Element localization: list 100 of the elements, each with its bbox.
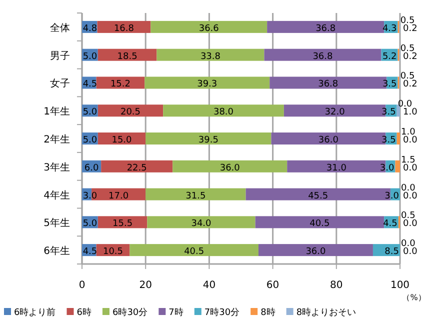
bar <box>130 244 258 256</box>
bar <box>264 48 382 61</box>
bar <box>395 160 400 172</box>
data-label: 36.8 <box>316 24 336 34</box>
bar <box>258 244 373 256</box>
text: （%） <box>402 293 426 302</box>
bar <box>267 20 384 33</box>
data-label: 36.8 <box>312 52 334 62</box>
data-label: 5.2 <box>382 52 397 62</box>
data-label: 0.2 <box>403 80 418 90</box>
data-label: 10.5 <box>102 247 124 258</box>
bar <box>156 48 264 61</box>
bar <box>96 76 145 89</box>
data-label: 4.5 <box>82 80 98 90</box>
bar <box>144 76 270 89</box>
data-label: 6.0 <box>84 163 99 174</box>
data-label: 3.5 <box>381 136 396 146</box>
bar <box>163 104 284 117</box>
legend-label: 8時 <box>260 307 276 318</box>
x-tick-label: 20 <box>139 280 152 291</box>
data-label: 0.0 <box>401 183 416 194</box>
data-label: 5.0 <box>82 136 98 146</box>
bar <box>101 160 173 172</box>
data-label: 36.0 <box>306 247 326 258</box>
data-label: 15.0 <box>112 136 132 146</box>
legend-label: 7時30分 <box>204 307 240 318</box>
data-label: 0.2 <box>403 52 418 62</box>
data-label: 20.5 <box>120 108 141 118</box>
y-tick-label: 全体 <box>50 22 70 34</box>
data-label: 36.0 <box>318 136 339 146</box>
y-tick-label: 4年生 <box>44 189 70 202</box>
data-label: 8.5 <box>384 247 399 258</box>
data-label: 45.5 <box>308 191 328 202</box>
y-tick-label: 1年生 <box>44 106 70 118</box>
bar <box>146 132 272 144</box>
legend-label: 7時 <box>168 307 184 318</box>
data-label: 4.8 <box>82 24 98 34</box>
y-tick-label: 2年生 <box>44 134 70 146</box>
data-label: 34.0 <box>191 219 212 230</box>
data-label: 31.0 <box>326 163 347 174</box>
data-label: 0.0 <box>403 136 418 146</box>
data-label: 4.3 <box>382 24 397 34</box>
data-label: 4.5 <box>82 247 98 258</box>
data-label: 18.5 <box>117 52 138 62</box>
y-tick-label: 女子 <box>50 78 70 90</box>
data-label: 16.8 <box>114 24 134 34</box>
data-label: 33.8 <box>200 52 221 62</box>
data-label: 39.5 <box>198 136 218 146</box>
data-label: 40.5 <box>184 247 204 258</box>
bar <box>255 216 384 228</box>
legend-label: 8時よりおそい <box>296 307 356 318</box>
y-tick-label: 5年生 <box>44 217 70 230</box>
bar <box>172 160 288 172</box>
data-label: 5.0 <box>82 108 98 118</box>
data-label: 40.5 <box>310 219 330 230</box>
bar <box>98 104 164 117</box>
data-label: 5.0 <box>82 219 98 230</box>
data-label: 1.5 <box>401 155 416 166</box>
data-label: 3.0 <box>384 191 400 202</box>
bar <box>98 132 146 144</box>
x-tick-label: 60 <box>266 280 280 291</box>
data-label: 36.0 <box>220 163 240 174</box>
x-tick-label: 80 <box>330 280 343 291</box>
bar <box>97 20 151 33</box>
y-tick-label: 6年生 <box>44 245 70 258</box>
y-tick-label: 男子 <box>50 50 70 62</box>
data-label: 39.3 <box>197 80 218 90</box>
legend-label: 6時より前 <box>14 307 56 318</box>
data-label: 38.0 <box>213 108 234 118</box>
data-label: 3.5 <box>382 80 397 90</box>
bar <box>147 216 256 228</box>
data-label: 1.0 <box>401 128 416 138</box>
bar <box>150 20 268 33</box>
data-label: 0.0 <box>403 191 418 202</box>
data-label: 1.0 <box>403 108 418 118</box>
data-label: 0.0 <box>403 219 418 230</box>
bar <box>396 132 400 144</box>
data-label: 17.0 <box>108 191 129 202</box>
data-label: 15.2 <box>110 80 130 90</box>
data-label: 32.0 <box>324 108 346 118</box>
data-label: 4.5 <box>383 219 398 230</box>
x-tick-label: 40 <box>202 280 216 291</box>
data-label: 15.5 <box>112 219 133 230</box>
data-label: 0.0 <box>403 247 418 258</box>
data-label: 36.8 <box>318 80 338 90</box>
x-tick-label: 100 <box>390 280 410 291</box>
data-label: 0.0 <box>403 163 418 174</box>
bar <box>98 48 157 61</box>
data-label: 31.5 <box>186 191 206 202</box>
legend-label: 6時30分 <box>112 307 148 318</box>
legend-label: 6時 <box>76 307 92 318</box>
y-tick-label: 3年生 <box>44 161 70 174</box>
data-label: 3.0 <box>380 163 394 174</box>
data-label: 36.6 <box>198 24 220 34</box>
data-label: 5.0 <box>82 52 98 62</box>
data-label: 22.5 <box>126 163 147 174</box>
x-tick-label: 0 <box>78 280 86 291</box>
data-label: 0.2 <box>403 24 418 34</box>
bar <box>146 188 246 200</box>
bar <box>98 216 148 228</box>
